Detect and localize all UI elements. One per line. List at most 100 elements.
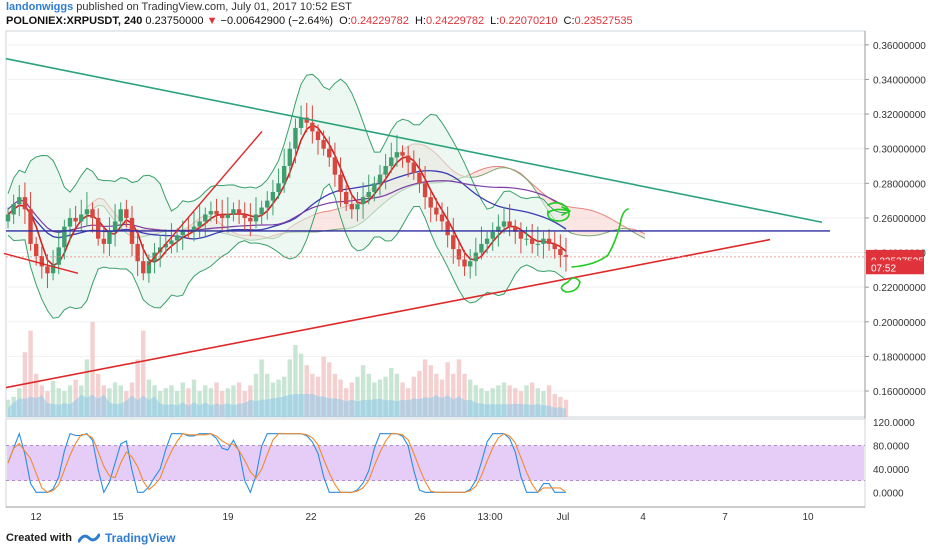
tradingview-logo-icon [78,533,100,543]
candle-body [79,214,84,222]
volume-bar [259,359,264,417]
candle-body [400,152,405,156]
candle-body [405,155,411,163]
candle-body [135,243,140,262]
upper-trendline [5,57,823,224]
candle-body [501,221,507,227]
price-tick-label: 0.18000000 [873,352,926,363]
candle-body [219,214,225,218]
volume-bar [535,388,541,417]
volume-bar [558,396,563,417]
candle-body [552,243,557,250]
candle-body [462,259,467,267]
volume-bar [146,379,152,417]
time-tick-label: 15 [112,512,124,523]
volume-bar [73,379,78,417]
volume-bar [265,373,270,417]
volume-bar [360,365,366,417]
volume-bar [112,382,118,417]
candle-body [310,122,315,132]
volume-bar [219,391,225,417]
volume-bar [28,330,33,417]
volume-bar [355,376,360,417]
low-value: 0.22070210 [499,15,558,27]
price-tick-label: 0.36000000 [873,41,926,52]
candle-body [496,226,501,232]
change-value: −0.00642900 (−2.64%) [220,15,334,27]
annotation-stroke [547,206,571,216]
volume-bar [33,373,39,417]
volume-bar [445,362,450,417]
volume-series [5,322,569,417]
volume-bar [417,370,422,417]
volume-bar [293,345,298,417]
volume-bar [332,373,338,417]
time-tick-label: Jul [557,512,570,523]
volume-bar [67,385,73,417]
volume-bar [231,385,236,417]
stoch-rsi-pane: 120.0000 80.0000 40.0000 0.0000 [5,418,915,508]
candle-body [383,166,388,175]
candle-body [451,235,456,250]
volume-bar [451,373,456,417]
price-tick-label: 0.20000000 [873,318,926,329]
candle-body [180,230,185,236]
candle-body [214,211,219,215]
volume-bar [321,356,326,417]
volume-bar [507,385,512,417]
publish-line: landonwiggs published on TradingView.com… [6,1,352,13]
volume-bar [524,385,529,417]
candle-body [276,183,281,192]
volume-bar [214,382,219,417]
candle-body [372,183,377,192]
trend-lines [3,57,865,389]
volume-bar [236,382,242,417]
volume-bar [95,373,101,417]
bollinger-lower [7,183,567,319]
candle-body [439,214,445,222]
volume-bar [411,376,417,417]
change-arrow: ▼ [206,15,218,27]
close-value: 0.23527535 [574,15,633,27]
volume-bar [203,385,208,417]
author-link[interactable]: landonwiggs [6,1,74,13]
candle-body [174,235,180,241]
volume-bar [135,359,140,417]
price-tick-label: 0.34000000 [873,75,926,86]
candle-body [304,117,309,123]
volume-bar [501,382,507,417]
stoch-d-line [7,433,567,494]
volume-bar [225,388,231,417]
symbol-label[interactable]: POLONIEX:XRPUSDT, 240 [6,15,143,27]
candle-body [22,197,28,210]
time-tick-label: 7 [722,512,728,523]
volume-bar [428,365,433,417]
candle-body [112,221,118,232]
price-label-box [866,260,924,275]
candle-body [434,207,439,215]
chart-canvas: 0.36000000 0.34000000 0.32000000 0.30000000… [3,30,926,523]
candle-body [298,117,304,128]
candle-body [563,255,569,257]
brand-link[interactable]: TradingView [105,531,176,545]
volume-bar [513,388,518,417]
candle-body [541,238,546,244]
candle-body [191,226,197,232]
volume-bar [327,362,332,417]
candle-body [169,240,174,244]
volume-bar [422,359,428,417]
volume-bar [56,388,61,417]
candle-body [39,256,45,267]
candle-body [11,204,16,215]
price-tick-label: 0.16000000 [873,387,926,398]
candle-body [225,214,231,218]
candle-body [146,261,152,274]
annotation-stroke [571,208,629,268]
candle-body [546,238,552,244]
candle-body [208,211,214,215]
candle-body [107,231,112,244]
volume-bar [163,388,169,417]
candle-body [293,127,298,149]
candle-body [490,231,495,239]
candle-body [422,183,428,198]
